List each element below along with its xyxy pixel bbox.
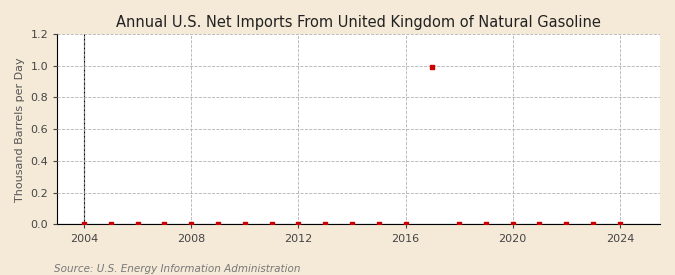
Point bbox=[561, 222, 572, 227]
Point bbox=[373, 222, 384, 227]
Point bbox=[240, 222, 250, 227]
Point bbox=[400, 222, 411, 227]
Point bbox=[454, 222, 464, 227]
Title: Annual U.S. Net Imports From United Kingdom of Natural Gasoline: Annual U.S. Net Imports From United King… bbox=[116, 15, 601, 30]
Y-axis label: Thousand Barrels per Day: Thousand Barrels per Day bbox=[15, 57, 25, 202]
Point bbox=[293, 222, 304, 227]
Point bbox=[534, 222, 545, 227]
Point bbox=[588, 222, 599, 227]
Point bbox=[186, 222, 196, 227]
Point bbox=[132, 222, 143, 227]
Point bbox=[481, 222, 491, 227]
Point bbox=[213, 222, 223, 227]
Point bbox=[159, 222, 170, 227]
Point bbox=[614, 222, 625, 227]
Point bbox=[427, 65, 437, 70]
Point bbox=[508, 222, 518, 227]
Text: Source: U.S. Energy Information Administration: Source: U.S. Energy Information Administ… bbox=[54, 264, 300, 274]
Point bbox=[105, 222, 116, 227]
Point bbox=[79, 222, 90, 227]
Point bbox=[346, 222, 357, 227]
Point bbox=[266, 222, 277, 227]
Point bbox=[320, 222, 331, 227]
